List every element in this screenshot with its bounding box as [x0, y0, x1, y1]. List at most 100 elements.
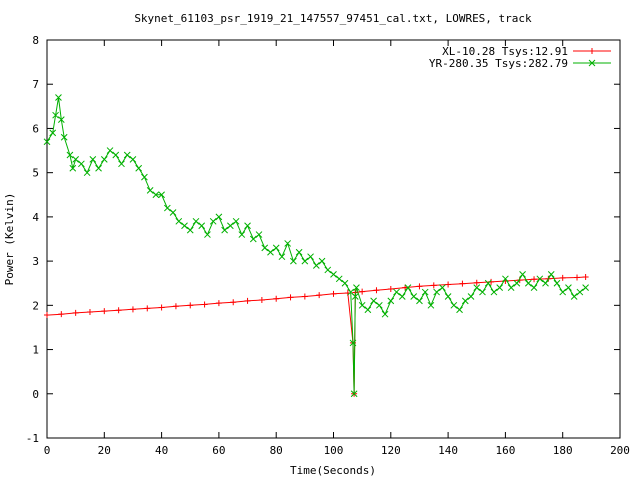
- x-tick-label: 100: [324, 444, 344, 457]
- data-point: [459, 280, 466, 287]
- data-point: [375, 301, 383, 309]
- data-point: [496, 284, 504, 291]
- data-point: [582, 274, 589, 281]
- x-tick-label: 80: [270, 444, 283, 457]
- data-point: [290, 257, 297, 265]
- data-point: [370, 297, 377, 305]
- data-point: [129, 156, 137, 163]
- data-point: [536, 275, 544, 283]
- data-point: [473, 279, 480, 286]
- data-point: [60, 133, 68, 141]
- data-point: [421, 288, 429, 296]
- data-point: [427, 301, 435, 309]
- data-point: [530, 284, 538, 291]
- x-tick-label: 60: [212, 444, 225, 457]
- x-tick-label: 40: [155, 444, 168, 457]
- data-point: [576, 288, 584, 296]
- data-point: [49, 129, 57, 137]
- data-point: [398, 293, 406, 300]
- data-point: [410, 293, 418, 300]
- data-point: [456, 306, 463, 314]
- data-point: [335, 275, 343, 283]
- data-point: [72, 156, 80, 163]
- x-tick-label: 200: [610, 444, 630, 457]
- data-point: [358, 301, 366, 309]
- data-point: [100, 156, 108, 163]
- data-point: [402, 284, 409, 291]
- y-tick-label: 3: [32, 255, 39, 268]
- data-point: [244, 297, 251, 304]
- data-point: [450, 301, 458, 309]
- data-point: [445, 281, 452, 288]
- data-point: [565, 284, 572, 291]
- data-point: [519, 271, 526, 278]
- data-point: [255, 231, 263, 238]
- data-point: [89, 156, 97, 163]
- data-point: [52, 111, 59, 119]
- data-point: [158, 191, 165, 199]
- y-tick-label: 2: [32, 299, 39, 312]
- y-tick-label: 8: [32, 34, 39, 47]
- data-point: [66, 151, 74, 159]
- data-point: [181, 222, 188, 230]
- legend: XL-10.28 Tsys:12.91 YR-280.35 Tsys:282.7…: [429, 45, 611, 70]
- data-point: [169, 209, 177, 216]
- data-point: [78, 160, 85, 168]
- data-point: [55, 94, 62, 101]
- data-point: [524, 279, 532, 287]
- data-point: [221, 226, 228, 234]
- data-point: [387, 285, 394, 292]
- plot-frame: [46, 39, 621, 439]
- y-tick-label: 7: [32, 78, 39, 91]
- data-point: [72, 309, 79, 316]
- x-tick-label: 180: [553, 444, 573, 457]
- data-point: [186, 226, 194, 234]
- data-point: [227, 222, 234, 230]
- data-point: [404, 284, 412, 291]
- data-point: [467, 293, 475, 300]
- data-point: [115, 307, 122, 314]
- data-point: [439, 284, 446, 291]
- data-point: [204, 231, 211, 238]
- data-point: [513, 279, 521, 287]
- data-point: [349, 339, 357, 347]
- data-point: [490, 288, 498, 296]
- data-point: [373, 287, 380, 294]
- data-point: [273, 295, 280, 302]
- data-point: [507, 284, 515, 291]
- data-point: [175, 217, 183, 225]
- data-point: [531, 276, 538, 283]
- series-1: [43, 94, 589, 398]
- data-point: [158, 304, 165, 311]
- data-point: [172, 303, 179, 310]
- series-line-0: [46, 276, 586, 394]
- data-point: [249, 235, 257, 243]
- y-tick-label: 0: [32, 388, 39, 401]
- data-point: [284, 240, 292, 247]
- data-point: [135, 164, 143, 172]
- data-point: [330, 290, 337, 297]
- data-point: [461, 297, 469, 305]
- data-point: [301, 257, 309, 265]
- data-point: [118, 160, 125, 168]
- data-point: [393, 288, 400, 296]
- data-point: [192, 217, 200, 225]
- data-point: [146, 187, 154, 194]
- series-layer: [43, 94, 589, 398]
- data-point: [318, 257, 326, 265]
- data-point: [123, 151, 131, 159]
- data-point: [553, 279, 561, 287]
- legend-marker-0: [589, 48, 595, 54]
- data-point: [232, 217, 240, 225]
- legend-label-1: YR-280.35 Tsys:282.79: [429, 57, 568, 70]
- data-point: [244, 222, 251, 230]
- data-point: [312, 262, 320, 269]
- data-point: [95, 164, 102, 172]
- y-tick-label: 4: [32, 211, 39, 224]
- data-point: [201, 301, 208, 308]
- chart-title: Skynet_61103_psr_1919_21_147557_97451_ca…: [134, 12, 532, 25]
- data-point: [112, 151, 120, 159]
- data-point: [86, 308, 93, 315]
- y-tick-label: 1: [32, 344, 39, 357]
